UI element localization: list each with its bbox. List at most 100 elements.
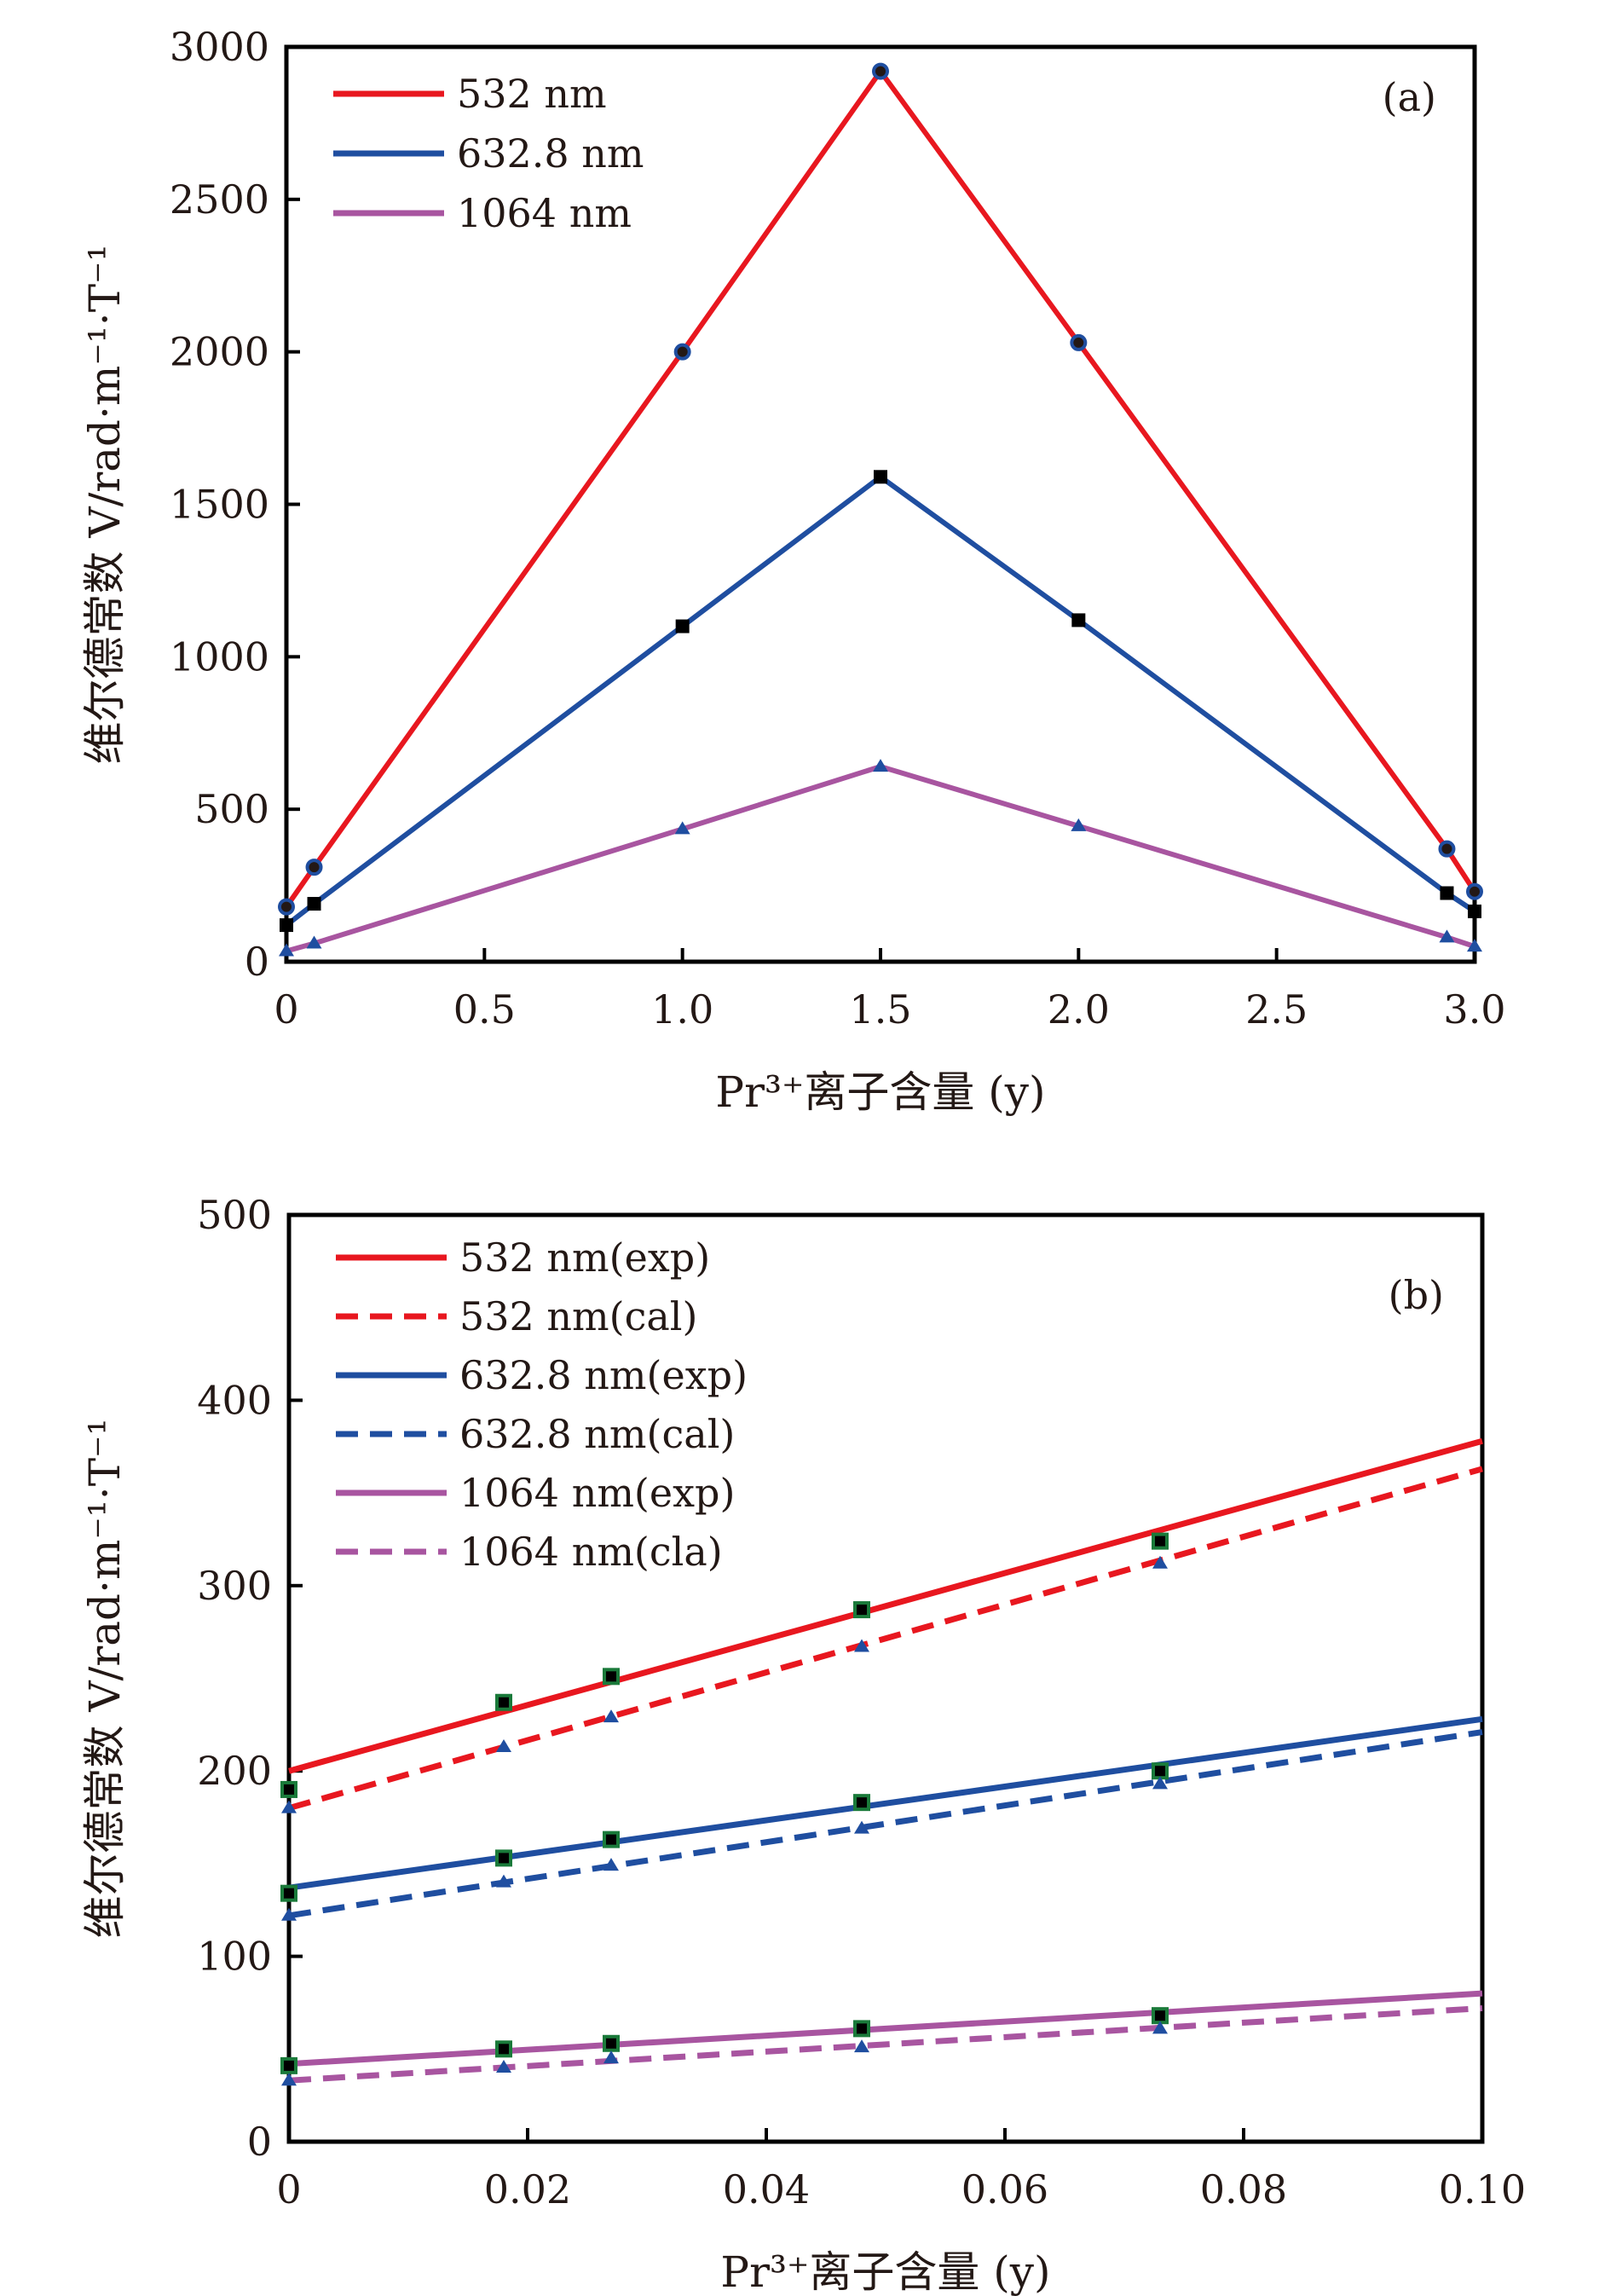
series-line [288, 1715, 1483, 1891]
series-line [288, 1437, 1483, 1774]
y-tick-label: 100 [197, 1934, 272, 1980]
data-point [603, 1668, 620, 1686]
plot-frame [284, 44, 1477, 964]
data-point [854, 1639, 869, 1652]
series-line [288, 1729, 1483, 1919]
data-point [603, 1830, 620, 1848]
data-point [1439, 929, 1455, 943]
y-axis-label: 维尔德常数 V/rad·m⁻¹·T⁻¹ [80, 1419, 130, 1939]
legend-label: 632.8 nm(exp) [459, 1352, 748, 1398]
y-tick-label: 500 [194, 786, 269, 832]
series-line [288, 2004, 1483, 2084]
data-point [1071, 818, 1087, 831]
data-point [1438, 840, 1456, 858]
data-point [496, 2060, 511, 2073]
data-point [603, 1858, 619, 1871]
data-point [872, 62, 889, 80]
data-point [673, 343, 691, 361]
data-point [853, 1794, 870, 1812]
x-axis-label: Pr³⁺离子含量 (y) [715, 1067, 1045, 1117]
data-point [603, 1709, 619, 1723]
series-line [285, 474, 1476, 928]
data-point [854, 1820, 869, 1834]
series-line [288, 1990, 1483, 2068]
data-point [1152, 2007, 1169, 2025]
data-point [281, 1800, 297, 1813]
data-point [496, 1738, 511, 1752]
data-point [603, 2034, 620, 2052]
legend-label: 632.8 nm [457, 130, 644, 176]
data-point [306, 935, 322, 949]
data-point [280, 1780, 297, 1798]
data-point [873, 759, 888, 772]
plot-frame [286, 1212, 1485, 2144]
y-tick-label: 0 [245, 939, 269, 985]
data-point [1152, 1776, 1168, 1790]
data-point [495, 1693, 512, 1711]
x-axis-label: Pr³⁺离子含量 (y) [720, 2247, 1050, 2296]
data-point [278, 898, 295, 916]
x-tick-label: 0 [276, 2166, 301, 2212]
legend-label: 532 nm(cal) [459, 1293, 697, 1339]
y-axis-label: 维尔德常数 V/rad·m⁻¹·T⁻¹ [80, 245, 130, 765]
y-tick-label: 200 [197, 1748, 272, 1794]
x-tick-label: 2.0 [1048, 986, 1110, 1032]
data-point [281, 1907, 297, 1921]
y-tick-label: 1000 [170, 633, 269, 680]
legend-label: 632.8 nm(cal) [459, 1411, 735, 1457]
data-point [674, 821, 690, 835]
x-tick-label: 1.5 [849, 986, 911, 1032]
data-point [675, 619, 690, 633]
data-point [874, 470, 887, 484]
panel-label: (a) [1383, 74, 1436, 120]
y-tick-label: 2000 [170, 329, 269, 375]
x-tick-label: 0.10 [1439, 2166, 1526, 2212]
y-tick-label: 2500 [170, 176, 269, 223]
data-point [1152, 2021, 1168, 2034]
y-tick-label: 3000 [170, 24, 269, 70]
series-line [288, 1466, 1483, 1812]
data-point [279, 943, 294, 957]
data-point [1466, 882, 1483, 900]
data-point [603, 2050, 619, 2064]
data-point [1070, 333, 1088, 351]
data-point [280, 1884, 297, 1902]
x-tick-label: 0.02 [484, 2166, 571, 2212]
data-point [496, 1874, 511, 1888]
chart-panel-a: 0 0.5 1.0 1.5 2.0 2.5 3.0 0 500 1000 1500 2000 2500 3… [80, 24, 1506, 1117]
x-tick-label: 1.0 [651, 986, 713, 1032]
series-line [286, 764, 1475, 954]
data-point [1468, 904, 1481, 918]
data-point [281, 2073, 297, 2086]
data-point [853, 1601, 870, 1619]
legend-label: 532 nm(exp) [459, 1235, 710, 1281]
y-tick-label: 500 [197, 1192, 272, 1238]
data-point [1152, 1532, 1169, 1550]
legend-label: 1064 nm(exp) [459, 1470, 735, 1516]
data-point [280, 2056, 297, 2074]
data-point [495, 1849, 512, 1867]
x-tick-label: 0 [274, 986, 298, 1032]
data-point [305, 859, 323, 876]
data-point [854, 2039, 869, 2053]
data-point [1440, 886, 1454, 900]
data-point [1467, 939, 1482, 952]
legend-label: 532 nm [457, 71, 607, 117]
x-tick-label: 2.5 [1245, 986, 1308, 1032]
y-tick-label: 300 [197, 1563, 272, 1609]
legend-label: 1064 nm(cla) [459, 1529, 723, 1575]
panel-label: (b) [1389, 1272, 1444, 1318]
y-tick-label: 0 [247, 2119, 272, 2165]
data-point [280, 918, 293, 933]
y-tick-label: 1500 [170, 482, 269, 528]
y-tick-label: 400 [197, 1377, 272, 1423]
data-point [853, 2020, 870, 2038]
x-tick-label: 3.0 [1443, 986, 1505, 1032]
x-tick-label: 0.04 [723, 2166, 810, 2212]
x-tick-label: 0.06 [961, 2166, 1048, 2212]
chart-panel-b: 0 0.02 0.04 0.06 0.08 0.10 0 100 200 300 400 500 Pr³… [80, 1192, 1526, 2296]
data-point [1152, 1762, 1169, 1780]
x-tick-label: 0.08 [1200, 2166, 1287, 2212]
x-tick-label: 0.5 [453, 986, 516, 1032]
